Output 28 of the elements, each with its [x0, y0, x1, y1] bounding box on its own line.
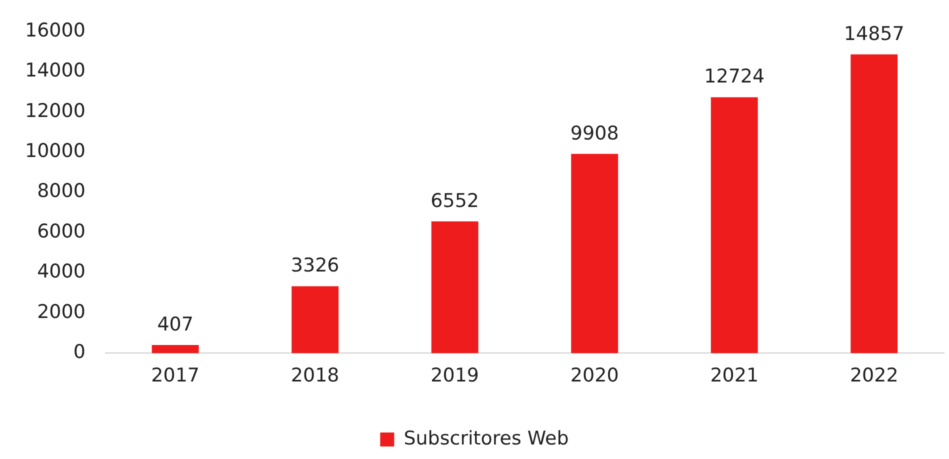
y-tick-label: 2000 [37, 300, 86, 323]
data-label: 12724 [704, 66, 765, 88]
data-label: 407 [157, 313, 194, 336]
bar [710, 97, 758, 354]
legend-label: Subscritores Web [404, 427, 569, 450]
y-tick-label: 6000 [37, 220, 86, 242]
y-tick-label: 4000 [37, 260, 86, 283]
data-label: 6552 [430, 190, 480, 212]
bar [152, 345, 199, 354]
y-tick-label: 16000 [24, 19, 86, 42]
y-tick-label: 0 [73, 341, 86, 364]
data-label: 14857 [844, 22, 904, 45]
bar [850, 54, 898, 354]
x-tick-label: 2020 [570, 364, 619, 387]
y-tick-label: 10000 [24, 140, 86, 162]
x-tick-label: 2019 [430, 364, 480, 387]
x-tick-label: 2022 [850, 364, 898, 387]
bar [292, 286, 339, 354]
bar [571, 154, 618, 354]
bar [431, 221, 478, 354]
y-tick-label: 8000 [37, 180, 86, 202]
y-tick-label: 14000 [24, 60, 86, 82]
x-tick-label: 2017 [151, 364, 200, 387]
data-label: 9908 [570, 122, 619, 144]
x-tick-label: 2018 [290, 364, 340, 387]
data-label: 3326 [290, 254, 340, 277]
x-tick-label: 2021 [710, 364, 759, 387]
y-tick-label: 12000 [24, 100, 86, 122]
